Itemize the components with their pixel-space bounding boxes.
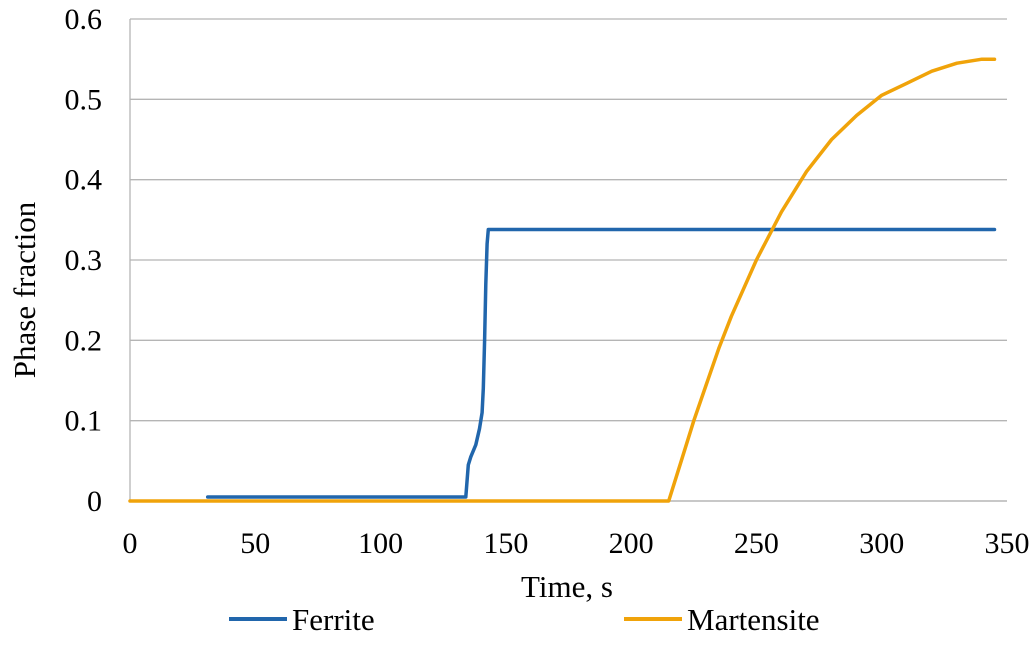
y-tick-label: 0.1 [65, 405, 103, 438]
grid-lines [130, 19, 1007, 421]
series-line-ferrite [208, 230, 995, 498]
y-tick-label: 0.6 [65, 3, 103, 36]
x-tick-label: 100 [358, 527, 403, 560]
x-tick-label: 250 [734, 527, 779, 560]
y-tick-label: 0.5 [65, 83, 103, 116]
x-axis-title: Time, s [521, 569, 613, 604]
y-tick-label: 0 [87, 485, 102, 518]
x-tick-label: 50 [240, 527, 270, 560]
y-axis-title: Phase fraction [7, 201, 42, 378]
series-line-martensite [130, 59, 995, 501]
y-tick-label: 0.3 [65, 244, 103, 277]
legend-label-martensite: Martensite [687, 602, 820, 637]
y-tick-label: 0.4 [65, 164, 103, 197]
series [130, 59, 995, 501]
y-tick-label: 0.2 [65, 324, 103, 357]
tick-labels: 0 0.1 0.2 0.3 0.4 0.5 0.6 0 50 100 150 200 250 300 350 [65, 3, 1030, 560]
legend: Ferrite Martensite [229, 602, 820, 637]
x-tick-label: 0 [123, 527, 138, 560]
x-tick-label: 150 [483, 527, 528, 560]
x-tick-label: 350 [985, 527, 1030, 560]
legend-label-ferrite: Ferrite [292, 602, 375, 637]
x-tick-label: 200 [609, 527, 654, 560]
x-tick-label: 300 [859, 527, 904, 560]
